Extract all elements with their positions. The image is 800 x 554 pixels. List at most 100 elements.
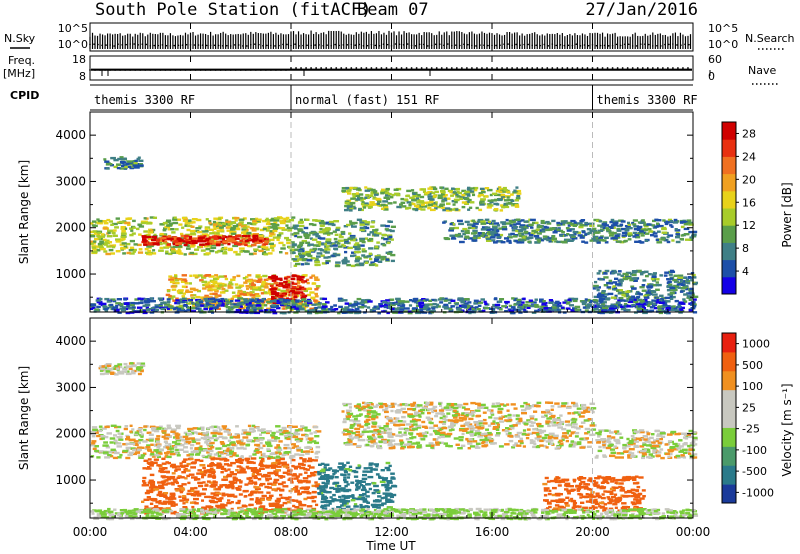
nave-trace-point [506, 67, 508, 69]
power-heatmap-cell [665, 221, 670, 224]
nsearch-trace-point [193, 44, 196, 46]
nave-trace-point [254, 69, 257, 71]
power-heatmap-cell [669, 292, 675, 295]
velocity-heatmap-cell [305, 452, 310, 455]
power-heatmap-cell [128, 307, 133, 310]
power-heatmap-cell [618, 291, 622, 294]
power-heatmap-cell [290, 299, 295, 303]
velocity-heatmap-cell [248, 430, 255, 433]
velocity-heatmap-cell [356, 414, 362, 417]
velocity-heatmap-cell [304, 435, 309, 438]
power-heatmap-cell [364, 189, 371, 192]
velocity-heatmap-cell [305, 429, 312, 432]
velocity-heatmap-cell [251, 424, 256, 428]
nsearch-trace-point [567, 44, 570, 47]
power-heatmap-cell [466, 306, 470, 309]
power-heatmap-cell [205, 237, 211, 240]
velocity-heatmap-cell [113, 439, 118, 442]
power-heatmap-cell [605, 227, 610, 230]
velocity-heatmap-cell [163, 428, 168, 431]
velocity-heatmap-cell [286, 435, 291, 438]
power-heatmap-cell [622, 277, 629, 281]
nsearch-trace-point [511, 44, 513, 47]
power-heatmap-cell [408, 304, 413, 307]
power-heatmap-cell [290, 226, 295, 229]
velocity-heatmap-cell [415, 426, 422, 429]
power-heatmap-cell [673, 284, 680, 288]
power-heatmap-cell [627, 300, 634, 304]
nave-trace-point [476, 67, 478, 69]
power-heatmap-cell [504, 300, 510, 304]
power-heatmap-cell [361, 197, 366, 200]
power-heatmap-cell [381, 236, 385, 240]
velocity-heatmap-cell [259, 441, 263, 445]
power-heatmap-cell [656, 298, 660, 302]
power-heatmap-cell [585, 306, 591, 309]
power-heatmap-cell [269, 230, 275, 233]
power-heatmap-cell [214, 285, 219, 288]
power-heatmap-cell [326, 242, 333, 245]
nsearch-trace-point [619, 44, 622, 47]
nsearch-trace-point [398, 43, 401, 46]
power-heatmap-cell [279, 303, 286, 307]
power-heatmap-cell [554, 240, 558, 243]
power-heatmap-cell [252, 240, 257, 243]
power-heatmap-cell [439, 186, 443, 189]
power-heatmap-cell [629, 278, 634, 282]
power-heatmap-cell [350, 254, 354, 258]
power-heatmap-cell [175, 250, 182, 253]
power-heatmap-cell [251, 306, 257, 310]
power-heatmap-cell [183, 310, 188, 313]
power-heatmap-cell [111, 307, 116, 311]
power-heatmap-cell [271, 295, 275, 299]
power-heatmap-cell [518, 311, 523, 314]
power-heatmap-cell [682, 298, 686, 301]
power-heatmap-cell [684, 238, 691, 241]
power-heatmap-cell [618, 270, 622, 273]
power-heatmap-cell [349, 186, 353, 190]
power-heatmap-cell [221, 224, 226, 227]
power-heatmap-cell [264, 241, 270, 244]
power-heatmap-cell [209, 232, 215, 235]
nave-trace-point [581, 67, 584, 69]
power-heatmap-cell [584, 309, 589, 312]
power-heatmap-cell [271, 287, 278, 291]
power-heatmap-cell [472, 193, 476, 197]
power-heatmap-cell [669, 297, 674, 300]
power-heatmap-cell [295, 255, 299, 258]
power-heatmap-cell [608, 311, 613, 314]
velocity-heatmap-cell [261, 431, 266, 434]
power-heatmap-cell [110, 156, 116, 160]
power-heatmap-cell [652, 219, 656, 223]
velocity-heatmap-cell [278, 452, 283, 455]
power-heatmap-cell [319, 237, 326, 240]
power-heatmap-cell [227, 240, 233, 243]
velocity-heatmap-cell [296, 440, 300, 443]
power-heatmap-cell [541, 230, 545, 233]
power-heatmap-cell [91, 224, 96, 227]
power-heatmap-cell [321, 303, 327, 306]
power-heatmap-cell [659, 294, 664, 297]
power-heatmap-cell [122, 252, 126, 255]
power-heatmap-cell [205, 285, 212, 289]
power-heatmap-cell [382, 244, 387, 247]
power-heatmap-cell [328, 220, 335, 224]
power-heatmap-cell [505, 190, 511, 194]
power-heatmap-cell [166, 307, 170, 311]
nsearch-trace-point [141, 43, 144, 45]
power-heatmap-cell [484, 226, 491, 229]
velocity-heatmap-cell [252, 453, 257, 456]
power-heatmap-cell [503, 199, 510, 202]
power-heatmap-cell [162, 229, 167, 232]
nsearch-trace-point [294, 43, 296, 46]
power-heatmap-cell [682, 286, 687, 289]
power-heatmap-cell [616, 224, 623, 228]
power-heatmap-cell [427, 187, 433, 190]
power-heatmap-cell [192, 237, 198, 240]
velocity-heatmap-cell [305, 438, 310, 441]
power-heatmap-cell [242, 306, 246, 310]
power-heatmap-cell [150, 229, 154, 232]
nsearch-trace-point [471, 44, 473, 47]
power-heatmap-cell [168, 278, 175, 281]
power-heatmap-cell [175, 218, 182, 221]
